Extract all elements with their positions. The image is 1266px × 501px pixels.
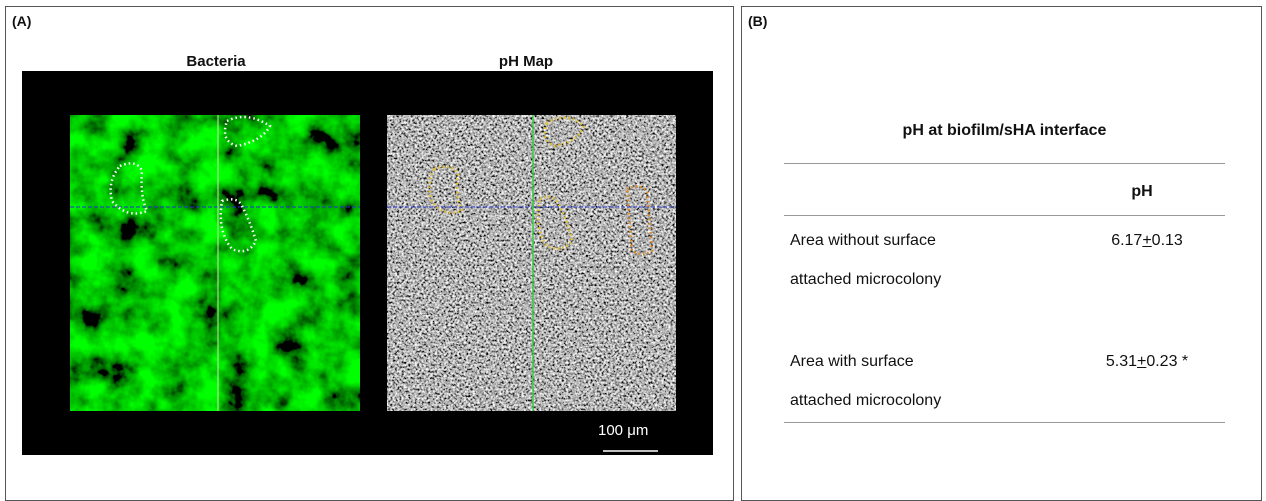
mean: 6.17 bbox=[1111, 232, 1142, 249]
panel-b: (B) pH at biofilm/sHA interface pH Area … bbox=[741, 6, 1262, 501]
micrographs bbox=[22, 71, 713, 455]
rule bbox=[784, 163, 1225, 164]
plus-minus: + bbox=[1137, 353, 1146, 370]
scale-bar-label: 100 μm bbox=[598, 422, 648, 439]
column-header: pH bbox=[1112, 183, 1172, 201]
sd: 0.13 bbox=[1152, 232, 1183, 249]
figure: (A) Bacteria pH Map bbox=[0, 0, 1266, 501]
rule bbox=[784, 422, 1225, 423]
image-title: pH Map bbox=[466, 53, 586, 70]
sd: 0.23 bbox=[1146, 353, 1177, 370]
row-value: 6.17+0.13 bbox=[1092, 232, 1202, 250]
row-label: attached microcolony bbox=[790, 392, 941, 410]
rule bbox=[784, 215, 1225, 216]
plus-minus: + bbox=[1142, 232, 1151, 249]
significance-note: * bbox=[1182, 353, 1188, 370]
row-label: Area with surface bbox=[790, 353, 914, 371]
table-title: pH at biofilm/sHA interface bbox=[784, 122, 1225, 140]
panel-a: (A) Bacteria pH Map bbox=[5, 6, 734, 501]
row-label: Area without surface bbox=[790, 232, 936, 250]
row-label: attached microcolony bbox=[790, 271, 941, 289]
image-title: Bacteria bbox=[156, 53, 276, 70]
panel-label: (A) bbox=[12, 13, 31, 29]
mean: 5.31 bbox=[1106, 353, 1137, 370]
row-value: 5.31+0.23 * bbox=[1092, 353, 1202, 371]
panel-label: (B) bbox=[748, 13, 767, 29]
